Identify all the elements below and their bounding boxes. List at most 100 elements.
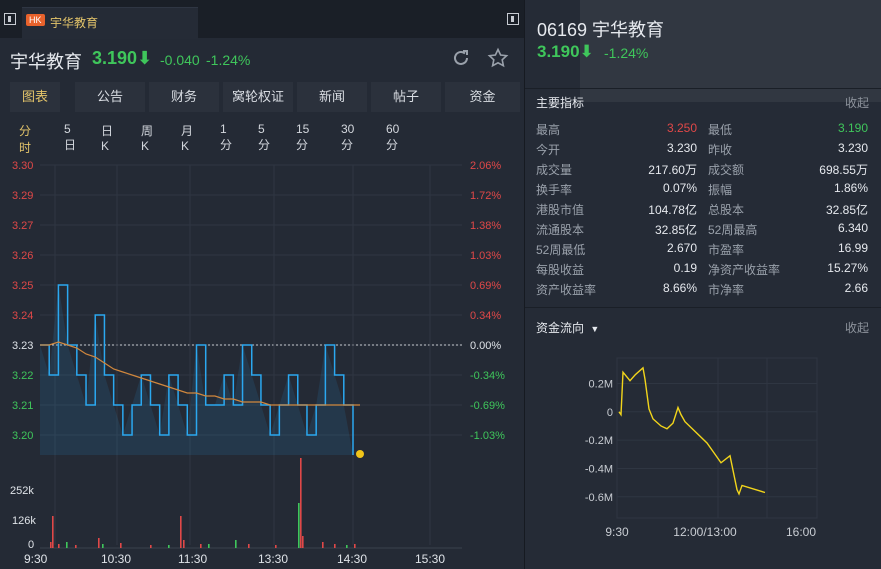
volume-bar [300,458,302,548]
metric-value: 217.60万 [648,163,697,177]
expand-panel-icon[interactable] [507,13,519,25]
period-weekly[interactable]: 周K [141,124,154,153]
metric-label: 每股收益 [536,263,585,277]
volume-bar [334,544,336,548]
metric-label: 流通股本 [536,223,585,237]
metrics-title: 主要指标 [536,96,585,110]
tab-chart[interactable]: 图表 [10,82,60,112]
star-icon[interactable] [487,47,509,69]
metrics-collapse-button[interactable]: 收起 [845,96,870,110]
tab-financials[interactable]: 财务 [149,82,219,112]
period-15m[interactable]: 15分 [296,122,310,152]
price-change: -0.040 [160,52,200,68]
period-intraday[interactable]: 分时 [19,124,32,155]
quote-highlight [580,0,881,102]
refresh-icon[interactable] [450,47,472,69]
separator [525,88,881,89]
flow-y-tick-label: 0 [607,407,613,419]
price-tick-label: 3.25 [12,280,33,292]
metric-value: 3.230 [837,141,868,155]
metric-value: 2.670 [666,241,697,255]
flow-x-tick-label: 9:30 [605,525,629,539]
price-tick-label: 3.30 [12,160,33,172]
metric-label: 成交量 [536,163,573,177]
flow-x-tick-label: 16:00 [786,525,816,539]
quote-pct: -1.24% [604,45,649,61]
metric-value: 3.250 [666,121,697,135]
hk-badge: HK [26,14,45,26]
flow-y-tick-label: -0.6M [585,492,613,504]
metric-label: 成交额 [708,163,745,177]
metric-label: 今开 [536,143,561,157]
metric-label: 振幅 [708,183,733,197]
nav-tabs: 图表 公告 财务 窝轮权证 新闻 帖子 资金 [10,82,524,112]
metric-value: 8.66% [662,281,697,295]
metric-value: 6.340 [837,221,868,235]
time-tick-label: 13:30 [258,552,288,566]
tab-posts[interactable]: 帖子 [371,82,441,112]
metric-label: 净资产收益率 [708,263,781,277]
metric-value: 3.190 [837,121,868,135]
period-5m[interactable]: 5分 [258,122,271,152]
period-daily[interactable]: 日K [101,124,114,153]
time-tick-label: 11:30 [178,552,207,566]
pct-tick-label: 1.72% [470,190,501,202]
volume-bar [183,540,185,548]
volume-tick-label: 252k [10,485,34,497]
volume-bar [98,538,100,548]
price-tick-label: 3.26 [12,250,33,262]
pct-tick-label: 1.38% [470,220,501,232]
pct-tick-label: 0.34% [470,310,501,322]
volume-bar [302,536,304,548]
intraday-price-chart[interactable]: 3.30 2.06% 3.29 1.72% 3.27 1.38% 3.26 1.03% 3.25… [0,148,524,569]
volume-bar [248,544,250,548]
pct-tick-label: 0.00% [470,340,501,352]
tab-news[interactable]: 新闻 [297,82,367,112]
tab-title: 宇华教育 [50,16,99,30]
pct-tick-label: -1.03% [470,430,505,442]
metric-label: 52周最低 [536,243,586,257]
tab-bar: HK 宇华教育 [0,0,524,39]
price-tick-label: 3.21 [12,400,33,412]
panel-toggle-icon[interactable] [4,13,16,25]
period-1m[interactable]: 1分 [220,122,233,152]
flow-collapse-button[interactable]: 收起 [845,321,870,335]
metric-value: 3.230 [666,141,697,155]
volume-bar [298,503,300,548]
volume-bar [52,516,54,548]
quote-price: 3.190⬇ [537,42,594,61]
quote-code-name: 06169 宇华教育 [537,20,665,40]
capital-flow-title[interactable]: 资金流向 ▼ [536,319,599,336]
flow-y-tick-label: -0.2M [585,435,613,447]
period-monthly[interactable]: 月K [181,124,194,153]
volume-bar [180,516,182,548]
price-tick-label: 3.23 [12,340,33,352]
metric-value: 698.55万 [819,163,868,177]
volume-bar [354,544,356,548]
time-tick-label: 14:30 [337,552,367,566]
metric-value: 2.66 [844,281,868,295]
metric-label: 市净率 [708,283,745,297]
volume-bar [275,545,277,548]
tab-announcements[interactable]: 公告 [75,82,145,112]
price-tick-label: 3.24 [12,310,33,322]
last-price-dot [356,450,364,458]
metric-label: 52周最高 [708,223,758,237]
price-tick-label: 3.29 [12,190,33,202]
metric-value: 32.85亿 [825,203,868,217]
period-30m[interactable]: 30分 [341,122,355,152]
metric-value: 0.19 [673,261,697,275]
stock-tab[interactable]: HK 宇华教育 [22,7,198,39]
metric-label: 昨收 [708,143,733,157]
price-tick-label: 3.20 [12,430,33,442]
tab-capital[interactable]: 资金 [445,82,520,112]
metric-label: 资产收益率 [536,283,597,297]
period-60m[interactable]: 60分 [386,122,400,152]
time-tick-label: 10:30 [101,552,131,566]
price-tick-label: 3.22 [12,370,33,382]
tab-warrants[interactable]: 窝轮权证 [223,82,293,112]
capital-flow-chart: 0.2M 0 -0.2M -0.4M -0.6M 9:30 12:00/13:00 16:00 [585,357,818,539]
period-5d[interactable]: 5日 [64,122,77,152]
pct-tick-label: 2.06% [470,160,501,172]
pct-tick-label: -0.34% [470,370,505,382]
